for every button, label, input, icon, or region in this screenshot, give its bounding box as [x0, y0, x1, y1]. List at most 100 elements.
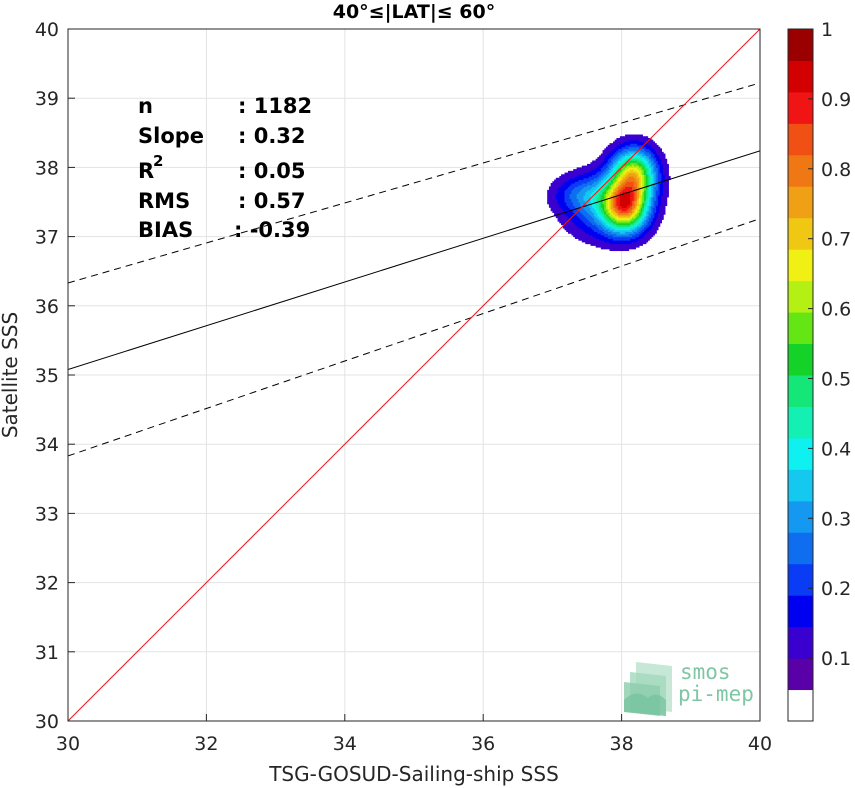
colorbar-frame [787, 28, 814, 722]
contour-cell [637, 212, 640, 215]
contour-cell [614, 160, 618, 163]
contour-cell [616, 144, 619, 148]
contour-cell [599, 233, 602, 236]
contour-cell [606, 245, 609, 248]
contour-cell [561, 221, 564, 224]
x-ticks: 30 32 34 36 38 40 [56, 714, 772, 755]
contour-cell [609, 160, 612, 163]
contour-cell [606, 214, 609, 217]
contour-cell [600, 198, 604, 201]
contour-cell [618, 248, 621, 252]
contour-cell [587, 196, 590, 200]
contour-cell [611, 224, 614, 227]
contour-cell [652, 195, 656, 198]
contour-cell [590, 165, 593, 168]
contour-cell [583, 200, 586, 203]
colorbar-segment [788, 469, 813, 502]
contour-cell [619, 233, 623, 236]
contour-cell [602, 236, 605, 239]
contour-cell [561, 189, 564, 193]
contour-cell [573, 186, 576, 189]
contour-cell [554, 186, 557, 189]
contour-cell [599, 240, 602, 243]
contour-cell [640, 196, 643, 200]
contour-cell [574, 226, 578, 229]
contour-cell [633, 144, 637, 148]
contour-cell [609, 182, 612, 186]
contour-cell [631, 136, 635, 139]
contour-cell [585, 210, 588, 213]
contour-cell [638, 169, 642, 172]
contour-cell [590, 236, 593, 239]
contour-cell [557, 203, 560, 207]
contour-cell [623, 243, 626, 246]
contour-cell [638, 196, 642, 200]
contour-cell [616, 200, 619, 203]
contour-cell [618, 222, 621, 226]
contour-cell [654, 169, 657, 172]
contour-cell [592, 224, 595, 227]
stat-value: : 0.05 [238, 159, 306, 183]
contour-cell [612, 205, 616, 208]
contour-cell [656, 155, 659, 158]
contour-cell [567, 181, 571, 184]
contour-cell [585, 196, 588, 200]
contour-cell [607, 241, 611, 245]
contour-cell [628, 148, 631, 151]
contour-cell [600, 245, 604, 248]
contour-cell [631, 163, 635, 167]
contour-cell [623, 148, 626, 151]
contour-cell [599, 226, 602, 229]
contour-cell [644, 184, 647, 188]
contour-cell [637, 241, 640, 245]
contour-cell [609, 241, 612, 245]
contour-cell [607, 243, 611, 246]
contour-cell [619, 227, 623, 231]
contour-cell [625, 144, 628, 148]
contour-cell [602, 215, 605, 219]
contour-cell [640, 186, 643, 189]
contour-cell [635, 170, 638, 174]
logo-mark-icon [624, 662, 672, 716]
contour-cell [555, 205, 559, 208]
contour-cell [607, 205, 611, 208]
contour-cell [626, 240, 630, 243]
contour-cell [654, 177, 657, 181]
contour-cell [628, 170, 631, 174]
contour-cell [618, 158, 621, 162]
contour-cell [625, 137, 628, 141]
contour-cell [661, 214, 664, 217]
contour-cell [649, 226, 652, 229]
contour-cell [621, 136, 624, 139]
contour-cell [630, 137, 633, 141]
contour-cell [625, 246, 628, 250]
contour-cell [611, 198, 614, 201]
contour-cell [593, 165, 597, 168]
contour-cell [619, 174, 623, 177]
contour-cell [606, 227, 609, 231]
contour-cell [638, 151, 642, 155]
contour-cell [583, 210, 586, 213]
contour-cell [623, 155, 626, 158]
contour-cell [567, 195, 571, 198]
contour-cell [611, 169, 614, 172]
contour-cell [583, 186, 586, 189]
contour-cell [623, 241, 626, 245]
contour-cell [621, 234, 624, 238]
contour-cell [630, 202, 633, 205]
contour-cell [651, 195, 654, 198]
contour-cell [652, 150, 656, 153]
contour-cell [635, 195, 638, 198]
contour-cell [633, 174, 637, 177]
contour-cell [590, 240, 593, 243]
contour-cell [612, 191, 616, 194]
contour-cell [580, 188, 583, 191]
contour-cell [583, 172, 586, 175]
contour-cell [600, 184, 604, 188]
contour-cell [633, 169, 637, 172]
contour-cell [566, 219, 569, 222]
contour-cell [621, 172, 624, 175]
contour-cell [592, 203, 595, 207]
contour-cell [640, 137, 643, 141]
contour-cell [599, 202, 602, 205]
